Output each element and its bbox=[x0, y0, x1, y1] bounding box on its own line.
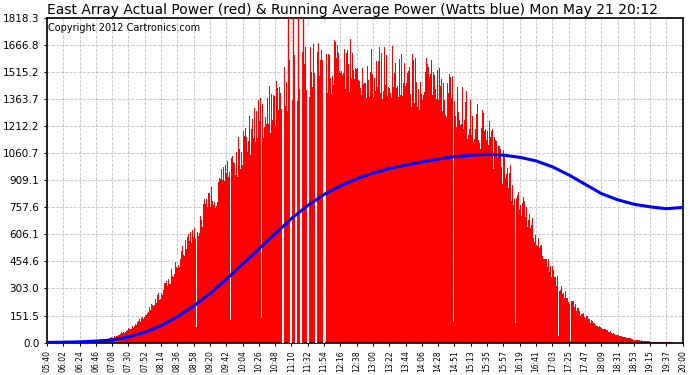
Text: East Array Actual Power (red) & Running Average Power (Watts blue) Mon May 21 20: East Array Actual Power (red) & Running … bbox=[47, 3, 658, 17]
Text: Copyright 2012 Cartronics.com: Copyright 2012 Cartronics.com bbox=[48, 23, 199, 33]
